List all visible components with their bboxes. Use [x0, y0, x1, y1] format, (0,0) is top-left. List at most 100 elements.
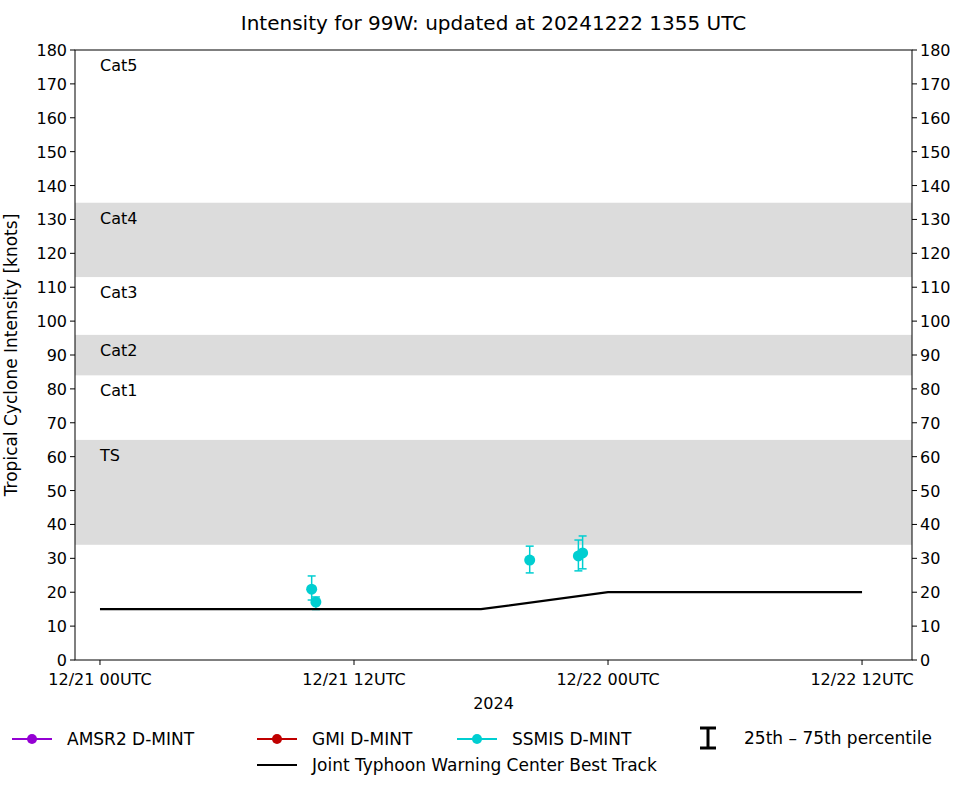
legend-label: AMSR2 D-MINT	[67, 729, 195, 749]
y2-tick-label: 40	[920, 515, 940, 534]
error-bar-cap	[526, 545, 534, 547]
y-tick-label: 180	[36, 41, 67, 60]
band-label: TS	[99, 446, 120, 465]
y2-tick	[912, 524, 917, 525]
error-bar-cap	[574, 570, 582, 572]
y2-tick	[912, 321, 917, 322]
y-tick	[70, 490, 75, 491]
y-tick-label: 160	[36, 109, 67, 128]
error-bar-cap	[579, 535, 587, 537]
y2-tick-label: 20	[920, 583, 940, 602]
y-tick	[70, 185, 75, 186]
band-label: Cat4	[100, 209, 137, 228]
y-tick-label: 150	[36, 143, 67, 162]
y-tick-label: 70	[47, 414, 67, 433]
band	[75, 203, 912, 278]
point	[524, 555, 535, 566]
y2-tick	[912, 253, 917, 254]
y-tick-label: 0	[57, 651, 67, 670]
y-tick-label: 170	[36, 75, 67, 94]
legend-label: GMI D-MINT	[312, 729, 413, 749]
y-tick-label: 110	[36, 278, 67, 297]
band	[75, 440, 912, 545]
y2-tick	[912, 117, 917, 118]
y-tick	[70, 321, 75, 322]
y-tick	[70, 422, 75, 423]
y2-tick-label: 60	[920, 448, 940, 467]
x-tick	[354, 660, 355, 665]
y2-tick-label: 110	[920, 278, 951, 297]
y2-tick-label: 170	[920, 75, 951, 94]
legend-label: SSMIS D-MINT	[512, 729, 632, 749]
best-track-line	[100, 592, 862, 609]
y2-tick	[912, 422, 917, 423]
y-tick-label: 100	[36, 312, 67, 331]
y-tick-label: 80	[47, 380, 67, 399]
legend-line	[257, 764, 297, 766]
y-tick-label: 120	[36, 244, 67, 263]
x-tick	[862, 660, 863, 665]
y2-tick	[912, 456, 917, 457]
y2-tick-label: 10	[920, 617, 940, 636]
y2-tick	[912, 592, 917, 593]
y-tick	[70, 660, 75, 661]
x-tick	[99, 660, 100, 665]
band	[75, 335, 912, 376]
y-tick	[70, 355, 75, 356]
band	[75, 277, 912, 335]
legend-label: Joint Typhoon Warning Center Best Track	[311, 755, 657, 775]
band-label: Cat5	[100, 56, 137, 75]
y-tick-label: 140	[36, 177, 67, 196]
y-tick	[70, 626, 75, 627]
frame	[75, 50, 912, 660]
y-tick	[70, 253, 75, 254]
y2-tick	[912, 185, 917, 186]
y2-tick	[912, 219, 917, 220]
bands	[75, 50, 912, 545]
y2-tick	[912, 388, 917, 389]
y-tick	[70, 219, 75, 220]
band-label: Cat2	[100, 341, 137, 360]
data	[100, 536, 862, 610]
x-tick-label: 12/22 00UTC	[556, 670, 659, 689]
y-axis-label: Tropical Cyclone Intensity [knots]	[1, 214, 21, 498]
error-bar-cap	[526, 572, 534, 574]
error-bar-cap	[579, 568, 587, 570]
band	[75, 50, 912, 203]
band-label: Cat3	[100, 283, 137, 302]
point	[310, 597, 321, 608]
point	[306, 584, 317, 595]
error-bar-cap	[308, 575, 316, 577]
x-axis-label: 2024	[473, 694, 514, 713]
y-tick	[70, 592, 75, 593]
chart: TSCat1Cat2Cat3Cat4Cat5010203040506070809…	[0, 0, 962, 785]
y-tick	[70, 456, 75, 457]
legend: AMSR2 D-MINT GMI D-MINT SSMIS D-MINT Joint …	[12, 728, 932, 775]
y2-tick	[912, 660, 917, 661]
y-tick-label: 90	[47, 346, 67, 365]
y2-tick-label: 0	[920, 651, 930, 670]
y-tick-label: 60	[47, 448, 67, 467]
legend-marker	[27, 734, 37, 744]
error-bar-cap	[574, 539, 582, 541]
legend-marker	[472, 734, 482, 744]
y-tick	[70, 558, 75, 559]
y2-tick	[912, 50, 917, 51]
y2-tick	[912, 83, 917, 84]
y2-tick-label: 70	[920, 414, 940, 433]
y2-tick-label: 150	[920, 143, 951, 162]
y-tick	[70, 50, 75, 51]
y2-tick	[912, 355, 917, 356]
y-tick-label: 130	[36, 210, 67, 229]
y-tick-label: 20	[47, 583, 67, 602]
legend-errorbar	[700, 727, 716, 730]
y-tick	[70, 287, 75, 288]
y2-tick-label: 140	[920, 177, 951, 196]
y-tick-label: 40	[47, 515, 67, 534]
y-tick-label: 10	[47, 617, 67, 636]
y-tick-label: 50	[47, 482, 67, 501]
y2-tick	[912, 490, 917, 491]
y2-tick-label: 90	[920, 346, 940, 365]
legend-label: 25th – 75th percentile	[744, 728, 932, 748]
x-tick-label: 12/21 00UTC	[48, 670, 151, 689]
